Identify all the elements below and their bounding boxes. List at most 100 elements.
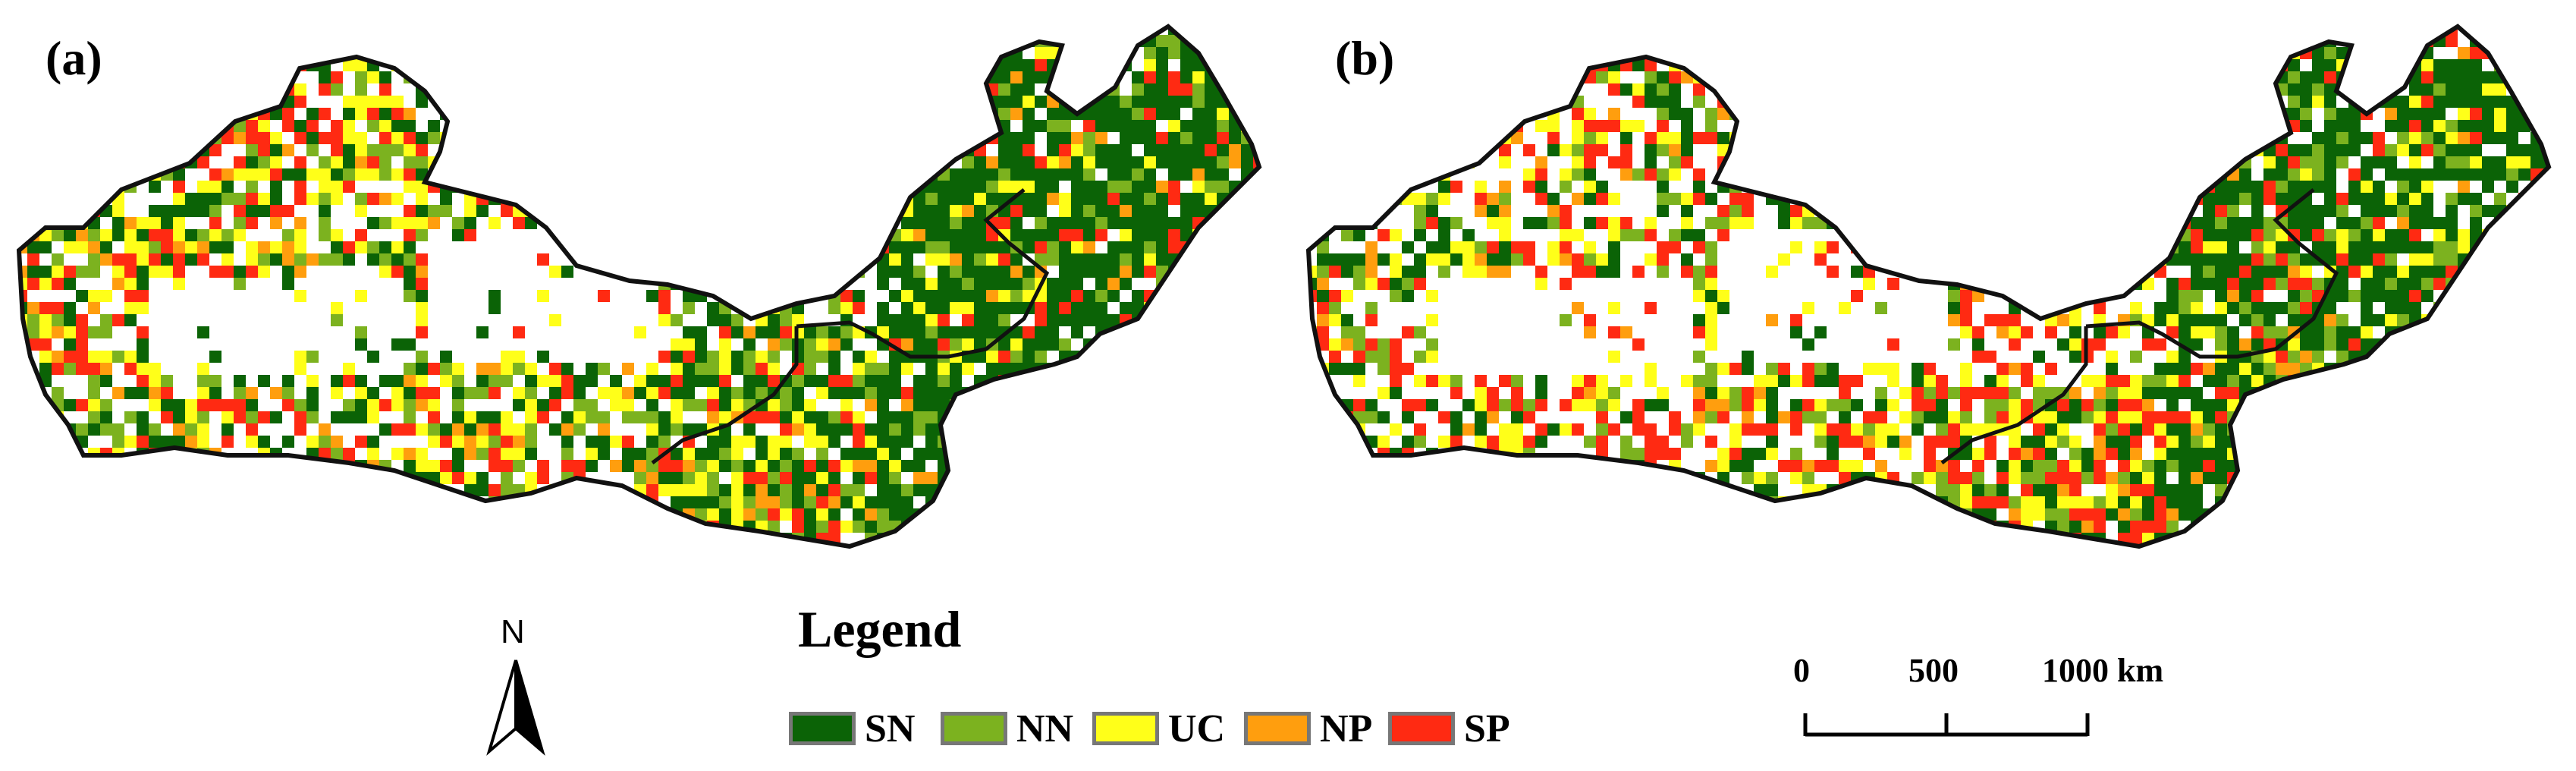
raster-cell	[331, 484, 343, 496]
raster-cell	[1265, 533, 1277, 545]
raster-cell	[355, 326, 367, 338]
raster-cell	[2433, 229, 2446, 241]
raster-cell	[2300, 181, 2312, 193]
raster-cell	[1984, 59, 1996, 71]
raster-cell	[986, 363, 998, 375]
raster-cell	[1426, 314, 1438, 326]
raster-cell	[853, 108, 865, 120]
raster-cell	[391, 484, 404, 496]
raster-cell	[2166, 156, 2179, 168]
raster-cell	[816, 59, 828, 71]
raster-cell	[2081, 217, 2094, 229]
raster-cell	[938, 375, 950, 387]
raster-cell	[573, 387, 586, 399]
raster-cell	[913, 521, 925, 533]
raster-cell	[416, 132, 428, 144]
raster-cell	[537, 71, 549, 83]
raster-cell	[598, 423, 610, 436]
raster-cell	[610, 496, 622, 508]
raster-cell	[901, 338, 913, 351]
raster-cell	[124, 533, 137, 545]
raster-cell	[1669, 108, 1681, 120]
raster-cell	[1180, 472, 1192, 484]
raster-cell	[683, 47, 695, 59]
raster-cell	[1778, 144, 1790, 156]
raster-cell	[1144, 314, 1156, 326]
raster-cell	[39, 314, 52, 326]
raster-cell	[2530, 156, 2543, 168]
raster-cell	[2446, 132, 2458, 144]
raster-cell	[962, 132, 974, 144]
raster-cell	[1180, 496, 1192, 508]
raster-cell	[2543, 302, 2549, 314]
raster-cell	[137, 411, 149, 423]
raster-cell	[938, 302, 950, 314]
raster-cell	[768, 83, 780, 96]
raster-cell	[658, 545, 671, 546]
raster-cell	[804, 205, 816, 217]
raster-cell	[877, 266, 889, 278]
raster-cell	[1936, 83, 1948, 96]
raster-cell	[149, 533, 161, 545]
raster-cell	[173, 193, 185, 205]
raster-cell	[1144, 193, 1156, 205]
raster-cell	[1241, 35, 1253, 47]
raster-cell	[1192, 83, 1205, 96]
raster-cell	[658, 83, 671, 96]
raster-cell	[19, 35, 27, 47]
raster-cell	[1863, 205, 1875, 217]
raster-cell	[998, 387, 1010, 399]
raster-cell	[52, 229, 64, 241]
raster-cell	[197, 399, 209, 411]
raster-cell	[561, 266, 573, 278]
raster-cell	[622, 217, 634, 229]
raster-cell	[1887, 96, 1899, 108]
raster-cell	[1572, 193, 1584, 205]
raster-cell	[2179, 27, 2191, 35]
raster-cell	[1035, 205, 1047, 217]
raster-cell	[1608, 47, 1620, 59]
raster-cell	[2518, 229, 2530, 241]
raster-cell	[1229, 59, 1241, 71]
raster-cell	[525, 363, 537, 375]
raster-cell	[1851, 266, 1863, 278]
raster-cell	[1192, 278, 1205, 290]
raster-cell	[2203, 241, 2215, 253]
raster-cell	[658, 290, 671, 302]
raster-cell	[646, 96, 658, 108]
raster-cell	[1132, 387, 1144, 399]
raster-cell	[2203, 217, 2215, 229]
raster-cell	[2263, 108, 2276, 120]
raster-cell	[27, 302, 39, 314]
raster-cell	[1475, 253, 1487, 266]
raster-cell	[355, 399, 367, 411]
raster-cell	[1205, 508, 1217, 521]
raster-cell	[2045, 71, 2057, 83]
raster-cell	[2191, 156, 2203, 168]
raster-cell	[925, 217, 938, 229]
raster-cell	[962, 411, 974, 423]
raster-cell	[1414, 217, 1426, 229]
raster-cell	[440, 168, 452, 181]
raster-cell	[1107, 338, 1120, 351]
raster-cell	[925, 387, 938, 399]
raster-cell	[197, 521, 209, 533]
raster-cell	[2069, 108, 2081, 120]
raster-cell	[1984, 35, 1996, 47]
raster-cell	[137, 484, 149, 496]
raster-cell	[2555, 266, 2567, 278]
raster-cell	[1657, 71, 1669, 83]
raster-cell	[719, 496, 731, 508]
raster-cell	[1839, 59, 1851, 71]
raster-cell	[1645, 217, 1657, 229]
raster-cell	[2227, 302, 2239, 314]
raster-cell	[634, 193, 646, 205]
raster-cell	[282, 278, 294, 290]
raster-cell	[731, 181, 743, 193]
raster-cell	[1972, 108, 1984, 120]
raster-cell	[816, 436, 828, 448]
raster-cell	[586, 120, 598, 132]
raster-cell	[768, 460, 780, 472]
raster-cell	[1083, 472, 1095, 484]
raster-cell	[695, 484, 707, 496]
